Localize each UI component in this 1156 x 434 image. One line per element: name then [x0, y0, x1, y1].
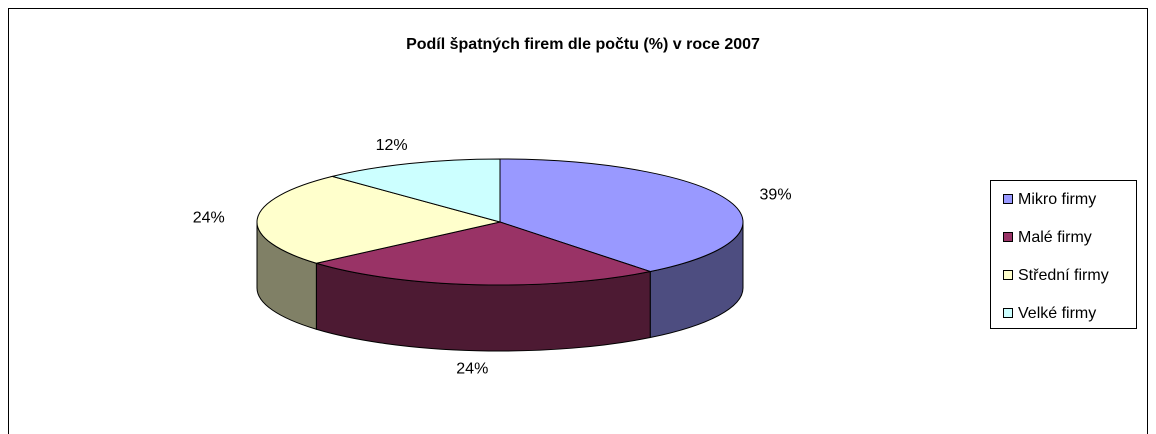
data-label: 24% [193, 209, 225, 226]
slice [256, 175, 501, 264]
legend-swatch [1003, 270, 1013, 280]
legend-swatch [1003, 232, 1013, 242]
legend-label: Střední firmy [1018, 267, 1109, 284]
slice [499, 158, 744, 273]
legend-label: Malé firmy [1018, 229, 1092, 246]
data-label: 39% [760, 186, 792, 203]
slice [330, 158, 501, 223]
data-label: 24% [456, 361, 488, 378]
legend-box [990, 180, 1137, 329]
legend-swatch [1003, 194, 1013, 204]
chart-title: Podíl špatných firem dle počtu (%) v roc… [406, 36, 760, 53]
data-label: 12% [376, 137, 408, 154]
slice [314, 221, 653, 286]
legend-label: Mikro firmy [1018, 191, 1096, 208]
legend-label: Velké firmy [1018, 305, 1096, 322]
legend-swatch [1003, 308, 1013, 318]
